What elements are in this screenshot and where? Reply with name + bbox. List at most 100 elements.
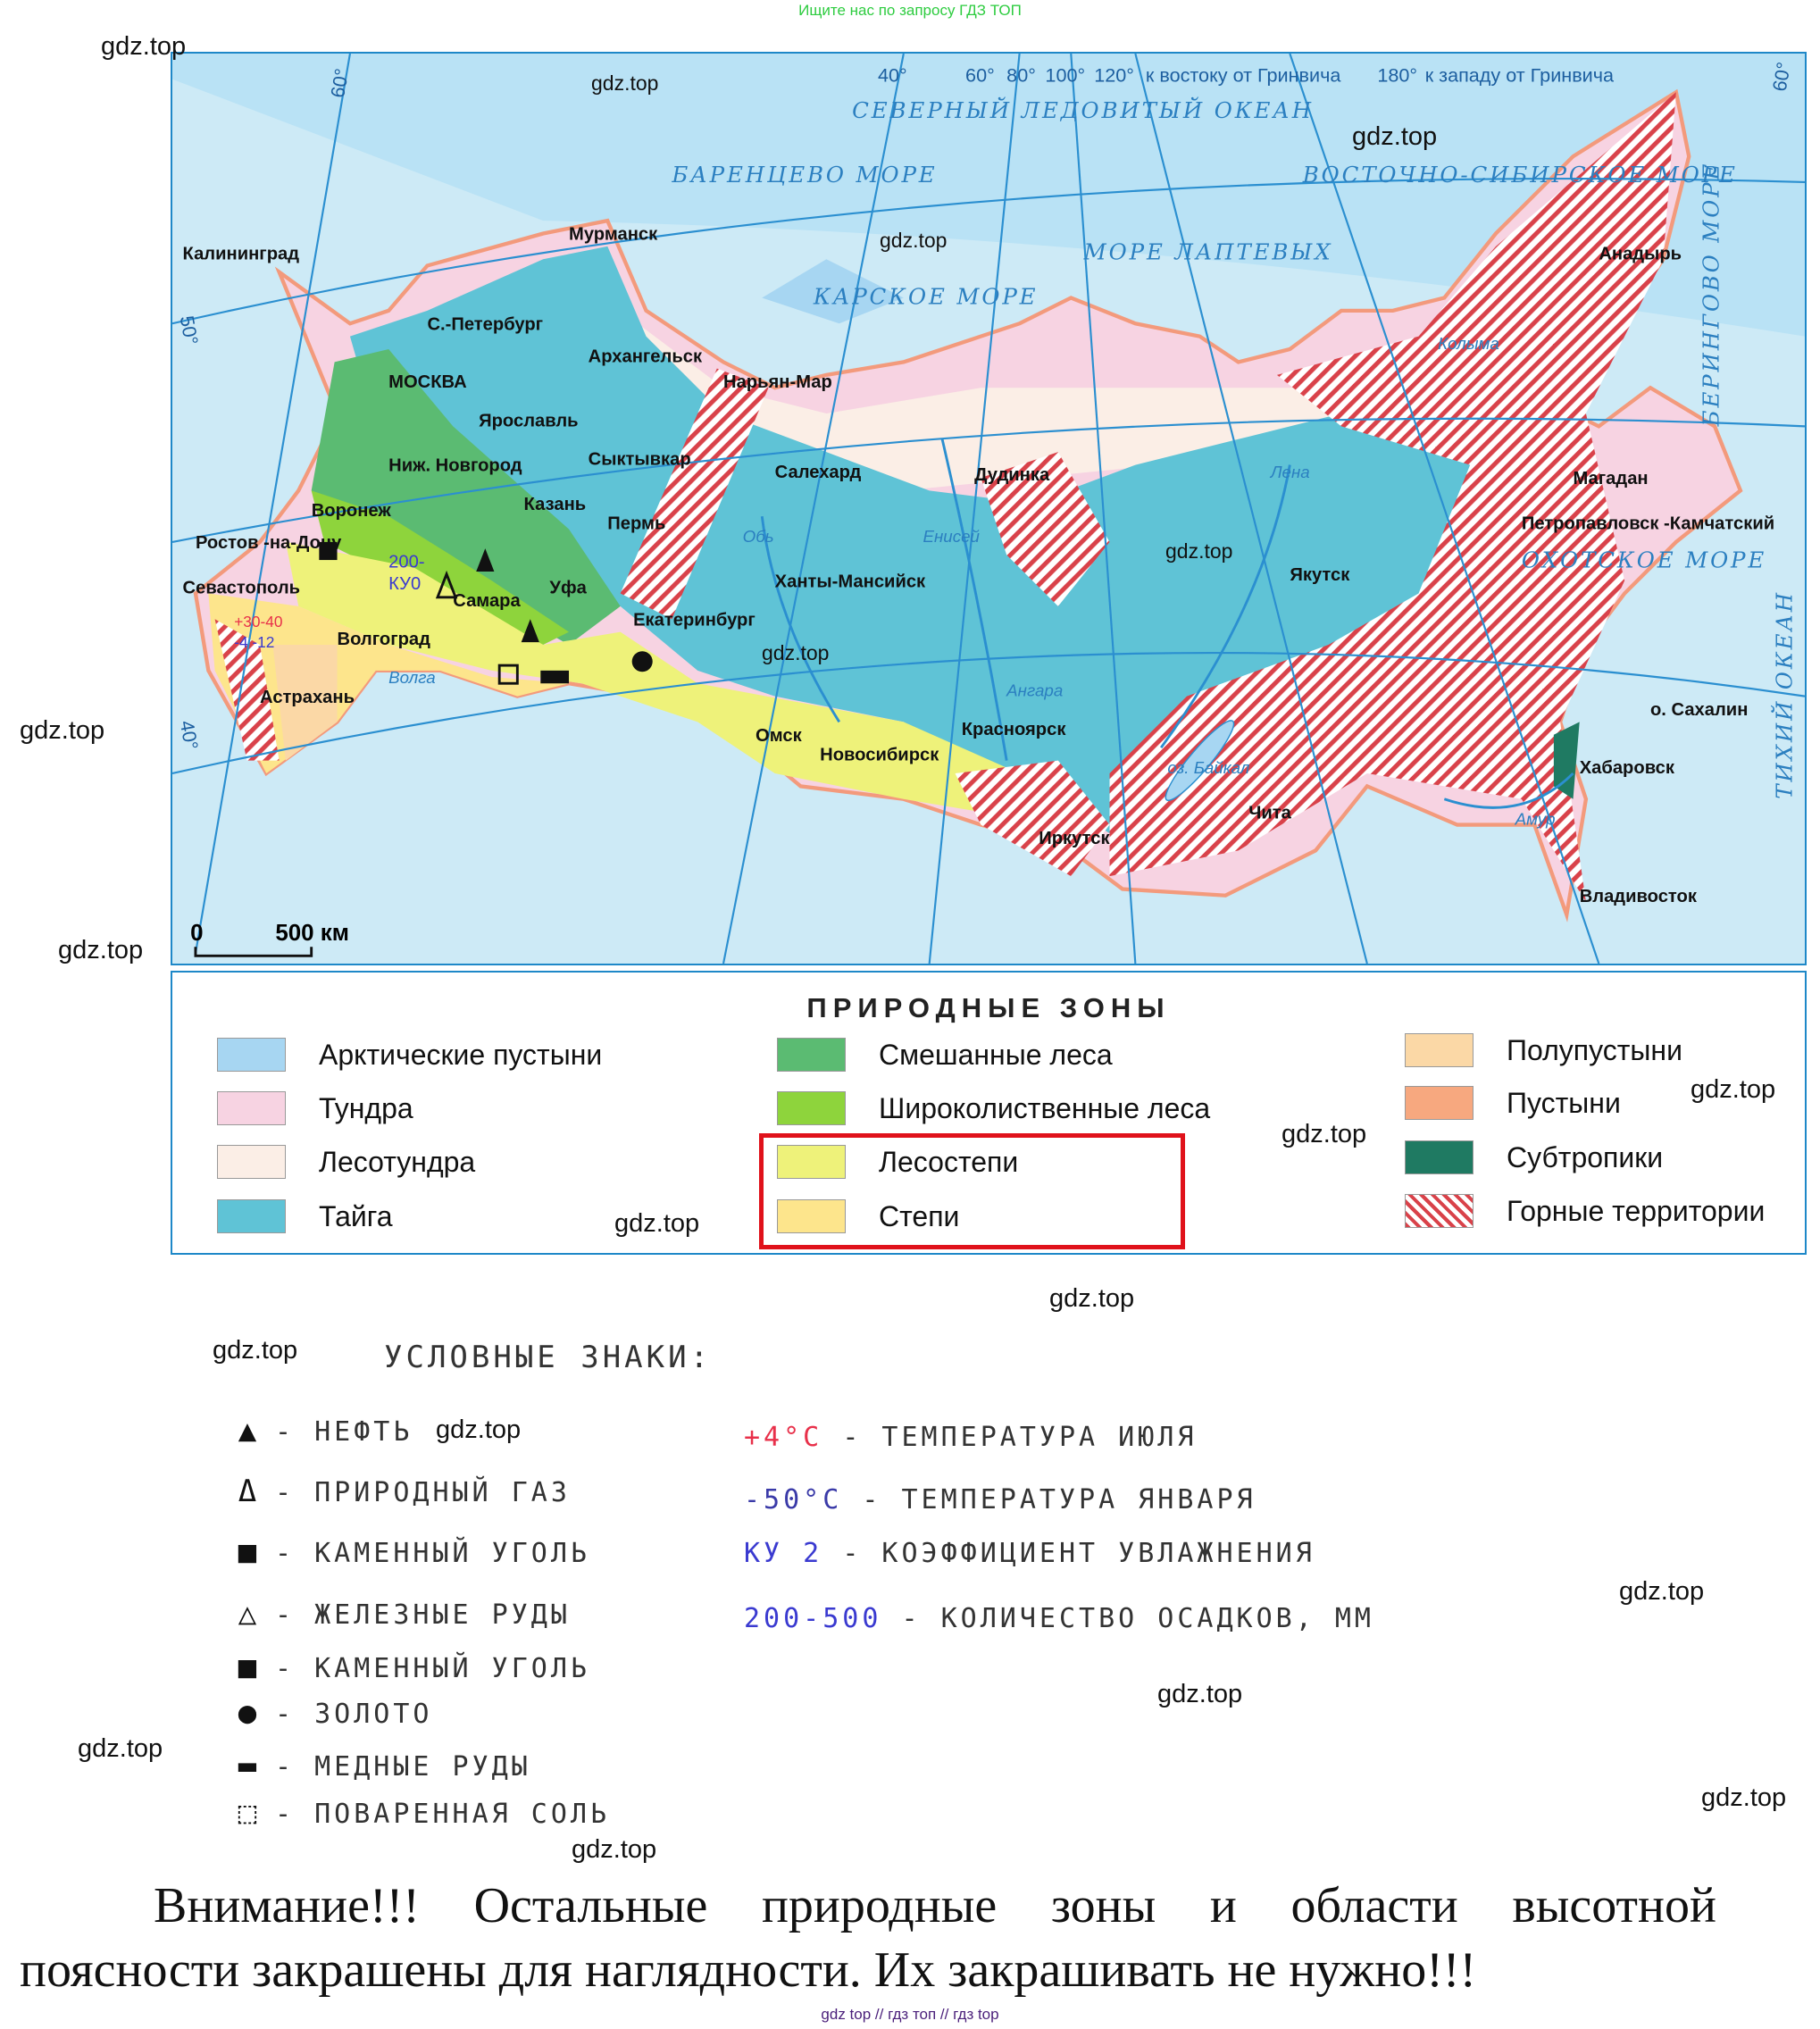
degree-label: 50° xyxy=(176,314,203,347)
city-label: Екатеринбург xyxy=(633,610,756,630)
symbol-label: - КОЛИЧЕСТВО ОСАДКОВ, ММ xyxy=(901,1603,1374,1634)
highlight-box xyxy=(759,1133,1185,1249)
degree-label: 120° xyxy=(1094,64,1134,87)
legend-title: ПРИРОДНЫЕ ЗОНЫ xyxy=(806,992,1171,1023)
legend-swatch xyxy=(1405,1086,1474,1120)
symbol-label: - ПОВАРЕННАЯ СОЛЬ xyxy=(275,1799,611,1830)
graticule xyxy=(172,54,1805,964)
symbol-item: ⬚ - ПОВАРЕННАЯ СОЛЬ xyxy=(234,1795,610,1831)
warning-word: Внимание!!! xyxy=(154,1878,420,1933)
symbol-key: 200-500 xyxy=(744,1603,882,1634)
symbol-item: КУ 2 - КОЭФФИЦИЕНТ УВЛАЖНЕНИЯ xyxy=(744,1538,1315,1569)
scale-distance: 500 км xyxy=(275,921,349,946)
symbols-title: УСЛОВНЫЕ ЗНАКИ: xyxy=(384,1340,713,1375)
symbol-item: ▬ - МЕДНЫЕ РУДЫ xyxy=(234,1748,531,1783)
watermark: gdz.top xyxy=(101,32,187,61)
river-label: Колыма xyxy=(1438,334,1499,353)
city-label: Ниж. Новгород xyxy=(388,456,522,476)
symbol-item: ● - ЗОЛОТО xyxy=(234,1695,433,1731)
city-label: Хабаровск xyxy=(1580,758,1675,778)
sea-label: ВОСТОЧНО-СИБИРСКОЕ МОРЕ xyxy=(1302,162,1738,188)
city-label: Омск xyxy=(756,726,803,746)
watermark: gdz.top xyxy=(1691,1075,1776,1104)
river-label: оз. Байкал xyxy=(1167,758,1249,777)
city-label: Казань xyxy=(524,495,587,514)
city-label: Севастополь xyxy=(183,579,301,598)
legend-swatch xyxy=(777,1038,846,1072)
city-label: Калининград xyxy=(183,244,300,263)
sea-label: БАРЕНЦЕВО МОРЕ xyxy=(671,162,937,188)
legend-item: Пустыни xyxy=(1405,1086,1621,1120)
city-label: Сыктывкар xyxy=(589,450,691,470)
zone-mountains-taimyr xyxy=(981,452,1110,606)
footer: gdz top // гдз топ // гдз top xyxy=(821,2006,999,2023)
sea-label: БЕРИНГОВО МОРЕ xyxy=(1698,162,1724,428)
gold-icon xyxy=(631,651,653,672)
copper-icon xyxy=(540,670,570,684)
symbol-label: - ПРИРОДНЫЙ ГАЗ xyxy=(275,1477,571,1508)
city-label: Пермь xyxy=(607,514,665,534)
legend-label: Пустыни xyxy=(1507,1086,1621,1119)
warning-word: Остальные xyxy=(473,1878,708,1933)
sea-label: КАРСКОЕ МОРЕ xyxy=(813,284,1039,310)
coal-icon: ■ xyxy=(238,1649,261,1685)
gold-icon: ● xyxy=(238,1695,261,1731)
symbol-label: - НЕФТЬ xyxy=(275,1416,413,1448)
city-label: о. Сахалин xyxy=(1650,700,1748,720)
symbol-label: - КАМЕННЫЙ УГОЛЬ xyxy=(275,1538,590,1569)
zone-semi-desert xyxy=(272,645,338,761)
city-label: Иркутск xyxy=(1039,829,1110,848)
city-label: Анадырь xyxy=(1599,244,1682,263)
warning-word: высотной xyxy=(1512,1878,1716,1933)
legend-label: Лесотундра xyxy=(319,1145,476,1178)
symbol-key: +4°С xyxy=(744,1422,823,1453)
oil-icon: ▲ xyxy=(238,1413,261,1449)
city-label: Воронеж xyxy=(312,501,392,521)
symbol-item: ▲ - НЕФТЬ xyxy=(234,1413,413,1449)
coal-icon xyxy=(319,541,338,561)
city-label: Новосибирск xyxy=(820,746,939,765)
degree-label: 40° xyxy=(878,64,907,87)
city-label: МОСКВА xyxy=(388,372,467,392)
arctic-ocean xyxy=(172,54,1805,337)
river-label: Волга xyxy=(388,668,436,687)
city-label: Дудинка xyxy=(974,465,1050,485)
legend-label: Лесостепи xyxy=(879,1145,1019,1178)
city-label: Волгоград xyxy=(338,630,431,649)
watermark: gdz.top xyxy=(1282,1120,1367,1148)
lake-baikal xyxy=(1165,720,1235,802)
zone-subtropics xyxy=(1553,722,1580,799)
copper-icon: ▬ xyxy=(238,1748,261,1783)
legend-swatch xyxy=(217,1038,286,1072)
sea-label: МОРЕ ЛАПТЕВЫХ xyxy=(1083,238,1333,264)
legend-label: Широколиственные леса xyxy=(879,1091,1211,1124)
watermark: gdz.top xyxy=(880,229,948,252)
gas-icon xyxy=(435,570,458,599)
degree-label: к востоку от Гринвича xyxy=(1146,64,1341,87)
legend-label: Тайга xyxy=(319,1199,393,1232)
legend-item: Тайга xyxy=(217,1199,393,1233)
degree-label: 180° xyxy=(1377,64,1417,87)
city-label: Салехард xyxy=(775,463,862,482)
salt-icon: ⬚ xyxy=(238,1795,261,1831)
map-annotation: 200- xyxy=(388,553,424,572)
symbol-label: - КОЭФФИЦИЕНТ УВЛАЖНЕНИЯ xyxy=(842,1538,1315,1569)
map-annotations: 200- КУ0 +30-40 -4 -12 xyxy=(234,553,424,651)
legend-swatch xyxy=(1405,1140,1474,1174)
symbol-item: -50°С - ТЕМПЕРАТУРА ЯНВАРЯ xyxy=(744,1484,1256,1515)
legend-label: Субтропики xyxy=(1507,1140,1664,1173)
river-label: Ангара xyxy=(1006,681,1063,700)
symbol-label: - КАМЕННЫЙ УГОЛЬ xyxy=(275,1653,590,1684)
legend-item: Арктические пустыни xyxy=(217,1038,602,1072)
warning-word: зоны xyxy=(1050,1878,1156,1933)
watermark: gdz.top xyxy=(1165,539,1233,563)
legend-swatch xyxy=(777,1199,846,1233)
city-label: Астрахань xyxy=(260,688,355,707)
watermark: gdz.top xyxy=(78,1734,163,1763)
symbol-item: ■ - КАМЕННЫЙ УГОЛЬ xyxy=(234,1534,590,1570)
symbol-label: - ЖЕЛЕЗНЫЕ РУДЫ xyxy=(275,1599,571,1631)
legend-item: Широколиственные леса xyxy=(777,1091,1210,1125)
city-label: Ханты-Мансийск xyxy=(775,572,926,591)
river-label: Лена xyxy=(1270,463,1310,481)
city-label: Самара xyxy=(453,591,521,611)
